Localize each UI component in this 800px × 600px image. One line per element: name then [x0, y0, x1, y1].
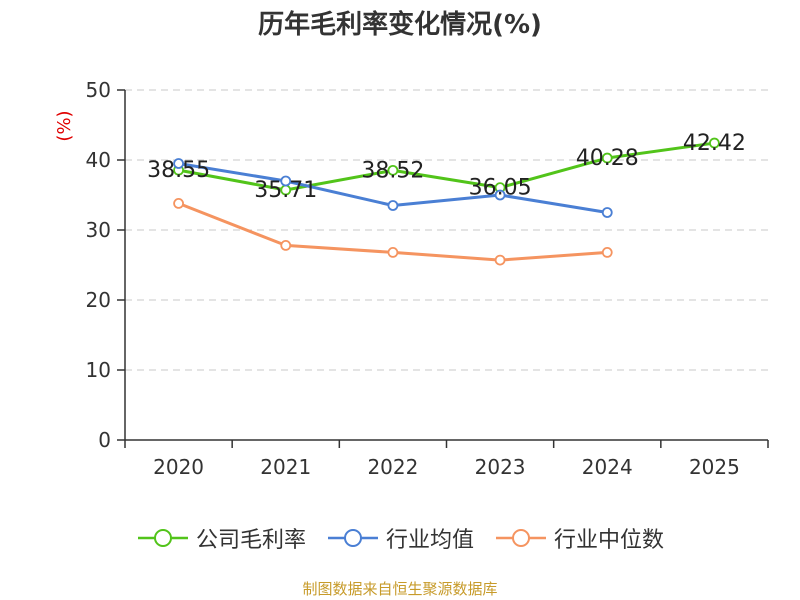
legend-label: 行业均值	[385, 528, 474, 553]
data-point[interactable]	[494, 254, 506, 266]
legend-label: 行业中位数	[554, 528, 665, 553]
data-label: 38.55	[147, 158, 210, 183]
series-layer	[173, 137, 720, 266]
legend-marker-icon	[496, 529, 546, 547]
axes	[117, 89, 769, 448]
data-point[interactable]	[601, 207, 613, 218]
chart-title: 历年毛利率变化情况(%)	[258, 10, 542, 40]
data-point[interactable]	[601, 152, 613, 164]
legend-label: 公司毛利率	[195, 528, 306, 553]
y-tick-label: 30	[86, 218, 111, 242]
y-tick-label: 0	[98, 428, 111, 452]
legend-item-industry-median[interactable]: 行业中位数	[494, 522, 664, 554]
legend-item-company[interactable]: 公司毛利率	[136, 522, 306, 554]
source-note: 制图数据来自恒生聚源数据库	[302, 580, 498, 598]
data-label: 42.42	[683, 131, 746, 156]
x-tick-label: 2023	[475, 455, 526, 479]
data-label: 38.52	[361, 158, 424, 183]
gridlines	[125, 89, 768, 371]
data-point[interactable]	[387, 164, 399, 176]
y-tick-label: 40	[86, 148, 111, 172]
data-point[interactable]	[494, 189, 506, 201]
data-point[interactable]	[387, 246, 399, 258]
y-axis-ticks: 0 10 20 30 40 50	[86, 78, 111, 452]
series-line-0	[178, 141, 715, 192]
y-axis-label: (%)	[54, 110, 75, 141]
x-tick-label: 2020	[153, 455, 204, 479]
x-tick-label: 2022	[367, 455, 418, 479]
data-point[interactable]	[173, 197, 184, 209]
data-label: 36.05	[469, 176, 532, 201]
data-point[interactable]	[173, 158, 184, 169]
legend-marker-icon	[327, 529, 378, 547]
data-point[interactable]	[709, 137, 720, 149]
data-point[interactable]	[387, 200, 399, 211]
y-tick-label: 10	[86, 358, 111, 382]
data-point[interactable]	[601, 246, 613, 258]
x-tick-label: 2024	[582, 455, 633, 479]
y-tick-label: 50	[86, 78, 111, 102]
data-point[interactable]	[280, 175, 292, 187]
legend: 公司毛利率 行业均值 行业中位数	[0, 520, 800, 556]
data-labels: 38.55 35.71 38.52 36.05 40.28 42.42	[147, 131, 746, 203]
legend-marker-icon	[137, 529, 188, 547]
x-tick-label: 2021	[260, 455, 311, 479]
data-point[interactable]	[280, 239, 292, 251]
x-axis-ticks: 2020 2021 2022 2023 2024 2025	[153, 455, 740, 479]
legend-item-industry-mean[interactable]: 行业均值	[326, 522, 474, 554]
data-label: 40.28	[576, 146, 639, 171]
y-tick-label: 20	[86, 288, 111, 312]
data-label: 35.71	[254, 178, 317, 203]
x-tick-label: 2025	[689, 455, 740, 479]
